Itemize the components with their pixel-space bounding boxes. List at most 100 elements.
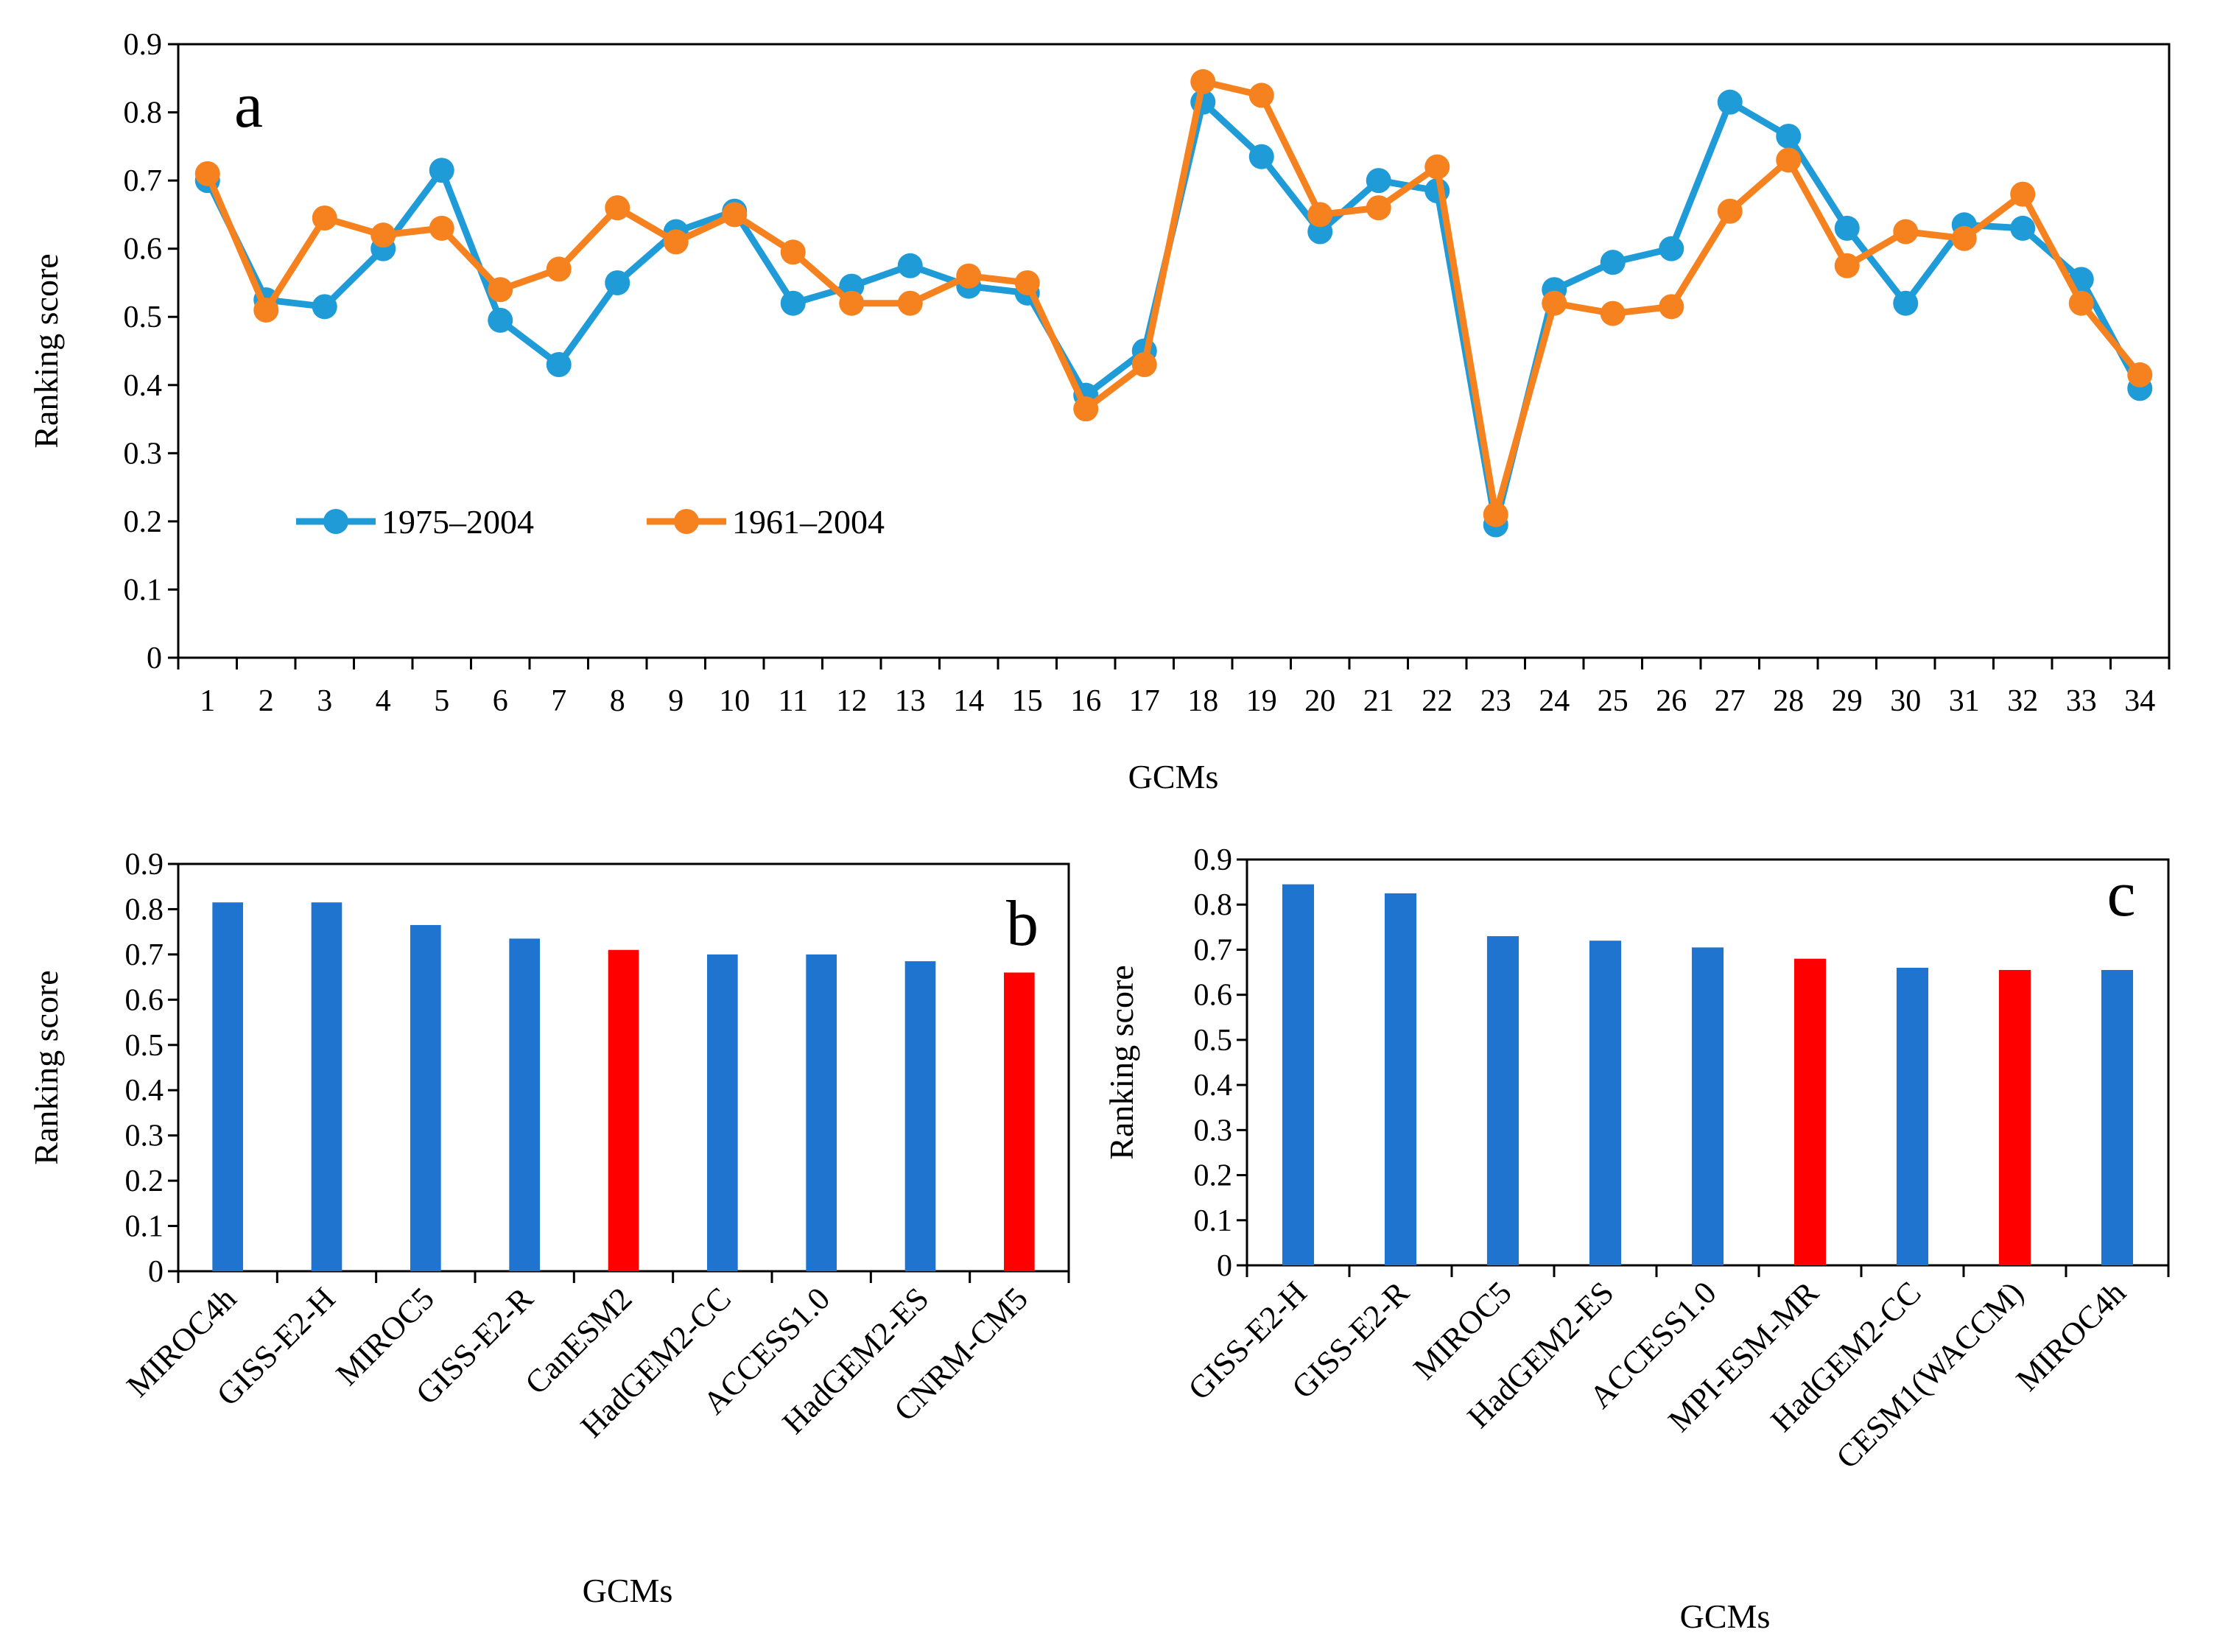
series-1975-2004-point: [2010, 215, 2036, 241]
series-1961-2004-point: [839, 290, 865, 316]
x-tick-label: 24: [1539, 684, 1570, 718]
series-1961-2004-point: [2010, 181, 2036, 207]
legend-swatch-marker: [323, 509, 348, 534]
x-tick-label: 12: [836, 684, 867, 718]
series-1961-2004-point: [1483, 502, 1508, 527]
x-tick-label: 14: [953, 684, 984, 718]
x-axis-title: GCMs: [1128, 758, 1219, 795]
series-1975-2004-point: [1717, 89, 1743, 115]
x-tick-label: 3: [317, 684, 332, 718]
y-tick-label: 0.6: [1194, 979, 1233, 1013]
series-1961-2004-point: [546, 256, 572, 282]
bar: [1589, 941, 1622, 1265]
bar: [1486, 936, 1519, 1265]
x-tick-label: 23: [1480, 684, 1511, 718]
series-1961-2004-point: [370, 222, 396, 248]
x-tick-label: 1: [200, 684, 215, 718]
series-1975-2004-point: [1834, 215, 1860, 241]
x-tick-label: 8: [610, 684, 625, 718]
y-axis-title: Ranking score: [1103, 965, 1140, 1159]
y-tick-label: 0.1: [1194, 1204, 1233, 1238]
series-1961-2004-point: [2068, 290, 2094, 316]
series-1975-2004-point: [1776, 123, 1802, 149]
series-1961-2004-point: [1424, 154, 1450, 180]
x-tick-label: 19: [1246, 684, 1277, 718]
x-tick-label: 27: [1715, 684, 1746, 718]
bar: [2101, 969, 2134, 1265]
y-tick-label: 0.3: [1194, 1114, 1233, 1147]
panel-label: a: [234, 70, 263, 141]
panel-a-line-chart: 00.10.20.30.40.50.60.70.80.91 2 3 4 5 6 7 8 9 10 1…: [27, 28, 2171, 795]
x-tick-label: 9: [668, 684, 684, 718]
series-1961-2004-point: [2127, 362, 2153, 387]
bar: [311, 902, 342, 1271]
x-tick-label: 4: [376, 684, 391, 718]
x-tick-label: 7: [551, 684, 566, 718]
y-tick-label: 0.1: [125, 1210, 164, 1244]
y-tick-label: 0.6: [125, 983, 164, 1017]
y-tick-label: 0.9: [1194, 843, 1233, 877]
series-1961-2004-point: [605, 195, 630, 221]
y-tick-label: 0.9: [125, 848, 164, 882]
y-tick-label: 0.5: [125, 1029, 164, 1063]
category-label: MIROC4h: [2009, 1274, 2133, 1398]
y-axis-title: Ranking score: [27, 970, 65, 1164]
series-1961-2004-point: [1600, 300, 1626, 326]
series-1961-2004-point: [1659, 294, 1684, 320]
category-label: CESM1(WACCM): [1829, 1274, 2030, 1475]
series-1961-2004-point: [1366, 195, 1391, 221]
x-tick-label: 6: [493, 684, 508, 718]
series-1961-2004-point: [1014, 270, 1040, 295]
series-1961-2004-point: [1834, 253, 1860, 278]
series-1961-2004-point: [956, 263, 982, 289]
series-1961-2004-point: [1776, 147, 1802, 173]
series-1975-2004-point: [1659, 236, 1684, 261]
series-1961-2004-point: [1307, 202, 1333, 228]
series-1961-2004-line: [204, 78, 2143, 519]
bar: [212, 902, 243, 1271]
x-tick-label: 18: [1187, 684, 1218, 718]
bar: [806, 954, 837, 1271]
y-tick-label: 0.8: [1194, 888, 1233, 922]
series-1961-2004-point: [1542, 290, 1567, 316]
series-1975-2004-point: [1366, 168, 1391, 194]
y-tick-label: 0.8: [124, 96, 163, 130]
x-tick-label: 17: [1129, 684, 1160, 718]
x-tick-label: 20: [1304, 684, 1335, 718]
x-tick-label: 32: [2007, 684, 2038, 718]
x-tick-label: 15: [1012, 684, 1043, 718]
series-1975-2004-point: [605, 270, 630, 295]
legend-label: 1961–2004: [732, 503, 885, 541]
y-tick-label: 0.2: [125, 1164, 164, 1198]
series-1961-2004-point: [722, 202, 748, 228]
y-tick-label: 0.6: [124, 233, 163, 267]
y-tick-label: 0.2: [124, 505, 163, 539]
series-1961-2004-point: [1893, 219, 1919, 245]
y-tick-label: 0: [1217, 1249, 1232, 1283]
x-tick-label: 13: [895, 684, 926, 718]
series-1961-2004-point: [1131, 352, 1157, 378]
series-1975-2004-point: [312, 294, 337, 320]
bar: [1998, 969, 2031, 1265]
y-tick-label: 0.4: [124, 369, 163, 403]
legend-label: 1975–2004: [382, 503, 534, 541]
x-tick-label: 2: [259, 684, 274, 718]
plot-frame: [177, 43, 2171, 659]
x-tick-label: 30: [1890, 684, 1921, 718]
y-tick-label: 0.7: [1194, 933, 1233, 967]
x-tick-label: 31: [1949, 684, 1980, 718]
series-1961-2004-point: [312, 205, 337, 231]
y-tick-label: 0.7: [125, 938, 164, 972]
x-tick-label: 22: [1422, 684, 1452, 718]
y-tick-label: 0: [148, 1255, 164, 1289]
panel-b-bar-chart: 00.10.20.30.40.50.60.70.80.9MIROC4hGISS-…: [27, 848, 1070, 1609]
series-1961-2004-point: [1190, 68, 1216, 94]
y-tick-label: 0.8: [125, 893, 164, 927]
series-1961-2004-point: [897, 290, 923, 316]
y-tick-label: 0.3: [125, 1120, 164, 1153]
bar: [1004, 972, 1035, 1271]
legend-swatch-marker: [674, 509, 699, 534]
series-1975-2004-point: [897, 253, 923, 278]
bar: [1691, 947, 1724, 1265]
